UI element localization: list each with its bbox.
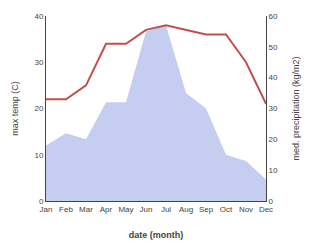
svg-text:Feb: Feb [59, 205, 73, 214]
svg-text:40: 40 [269, 73, 278, 82]
svg-text:20: 20 [34, 104, 43, 113]
svg-text:med. precipitation (kg/m2): med. precipitation (kg/m2) [291, 56, 301, 160]
svg-text:Jun: Jun [140, 205, 153, 214]
svg-text:Oct: Oct [220, 205, 233, 214]
svg-text:date (month): date (month) [129, 230, 184, 240]
svg-text:Dec: Dec [259, 205, 273, 214]
svg-text:50: 50 [269, 43, 278, 52]
svg-text:30: 30 [269, 104, 278, 113]
svg-text:Apr: Apr [100, 205, 113, 214]
svg-text:Aug: Aug [179, 205, 193, 214]
svg-text:Jul: Jul [161, 205, 171, 214]
svg-text:Sep: Sep [199, 205, 214, 214]
svg-text:30: 30 [34, 58, 43, 67]
svg-text:40: 40 [34, 12, 43, 21]
svg-text:Mar: Mar [79, 205, 93, 214]
svg-text:60: 60 [269, 12, 278, 21]
svg-text:May: May [118, 205, 133, 214]
svg-text:Jan: Jan [40, 205, 53, 214]
svg-text:10: 10 [269, 166, 278, 175]
svg-text:20: 20 [269, 135, 278, 144]
svg-text:0: 0 [39, 197, 44, 206]
svg-text:max temp (C): max temp (C) [10, 81, 20, 136]
svg-text:0: 0 [269, 197, 274, 206]
svg-text:Nov: Nov [239, 205, 253, 214]
svg-text:10: 10 [34, 151, 43, 160]
